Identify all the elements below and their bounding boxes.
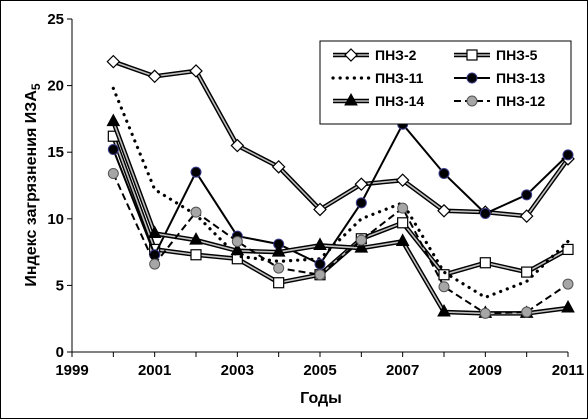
data-point xyxy=(189,232,203,245)
data-point xyxy=(438,168,450,180)
series-line-outer xyxy=(111,135,570,285)
data-point xyxy=(149,258,161,270)
series-ПНЗ-2 xyxy=(106,54,575,223)
data-point xyxy=(561,299,575,313)
data-point xyxy=(354,240,369,253)
legend-entry: ПНЗ-12 xyxy=(454,93,545,109)
series-line-inner xyxy=(112,135,569,284)
data-point xyxy=(147,225,162,238)
data-point xyxy=(230,242,245,256)
x-tick-label: 1999 xyxy=(55,362,88,379)
legend-label: ПНЗ-11 xyxy=(375,70,424,86)
data-point xyxy=(397,202,409,214)
legend-marker xyxy=(466,49,478,61)
data-point xyxy=(355,234,367,246)
series-ПНЗ-11 xyxy=(111,86,570,300)
y-tick-label: 15 xyxy=(47,144,64,161)
y-tick-label: 5 xyxy=(56,277,64,294)
legend-entry: ПНЗ-5 xyxy=(454,47,538,63)
series-ПНЗ-12 xyxy=(107,168,574,319)
legend-entry: ПНЗ-11 xyxy=(331,70,424,86)
legend-marker xyxy=(466,72,478,84)
legend-marker xyxy=(344,92,358,106)
data-point xyxy=(189,64,203,78)
x-tick-label: 2003 xyxy=(221,362,254,379)
data-point xyxy=(438,281,450,293)
data-point xyxy=(231,235,243,247)
data-point xyxy=(314,258,326,270)
data-point xyxy=(313,202,327,217)
data-point xyxy=(521,306,533,318)
data-point xyxy=(395,233,410,246)
y-axis-title-main: Индекс загрязнения ИЗА xyxy=(23,90,40,287)
data-point xyxy=(479,307,491,319)
legend-label: ПНЗ-5 xyxy=(496,47,538,63)
data-point xyxy=(479,207,491,219)
y-axis-title: Индекс загрязнения ИЗА5 xyxy=(23,83,43,286)
x-axis-title: Годы xyxy=(300,390,342,407)
x-tick-label: 2009 xyxy=(469,362,502,379)
x-tick-label: 2007 xyxy=(386,362,419,379)
series-line xyxy=(112,173,569,315)
data-point xyxy=(521,189,533,201)
series-line xyxy=(111,86,570,300)
axes xyxy=(67,18,569,357)
y-axis-title-subscript: 5 xyxy=(29,83,43,90)
data-point xyxy=(107,168,119,180)
data-point xyxy=(190,249,202,261)
series-line-inner xyxy=(112,121,569,315)
data-point xyxy=(107,144,119,156)
legend-marker xyxy=(466,95,478,107)
data-point xyxy=(562,243,574,256)
series-line-outer xyxy=(111,120,569,316)
data-point xyxy=(273,277,285,289)
y-tick-label: 10 xyxy=(47,211,64,228)
series-layer xyxy=(106,54,575,319)
y-tick-label: 20 xyxy=(47,78,64,95)
legend-label: ПНЗ-13 xyxy=(496,70,545,86)
legend-marker xyxy=(344,48,358,62)
legend-entry: ПНЗ-2 xyxy=(333,47,417,63)
data-point xyxy=(521,266,533,278)
series-line xyxy=(112,122,569,266)
legend: ПНЗ-2 ПНЗ-5 ПНЗ-11 ПНЗ-13 ПНЗ-14 ПНЗ-12 xyxy=(319,40,572,125)
data-point xyxy=(562,278,574,290)
data-point xyxy=(190,166,202,178)
data-point xyxy=(313,237,327,250)
x-tick-label: 2005 xyxy=(303,362,336,379)
y-tick-label: 0 xyxy=(56,344,64,361)
legend-label: ПНЗ-2 xyxy=(375,47,417,63)
legend-label: ПНЗ-14 xyxy=(375,93,424,109)
legend-entry: ПНЗ-14 xyxy=(333,92,424,109)
data-point xyxy=(190,206,202,218)
y-tick-label: 25 xyxy=(47,11,64,28)
legend-entry: ПНЗ-13 xyxy=(454,70,545,86)
data-point xyxy=(273,262,285,274)
x-tick-label: 2011 xyxy=(552,362,585,379)
data-point xyxy=(230,138,245,153)
data-point xyxy=(438,269,450,281)
data-point xyxy=(437,303,451,317)
data-point xyxy=(314,269,326,281)
data-point xyxy=(437,203,451,218)
data-point xyxy=(479,257,491,269)
data-point xyxy=(271,244,286,257)
data-point xyxy=(519,209,534,223)
data-point xyxy=(355,197,367,209)
series-line-inner xyxy=(113,60,569,217)
data-point xyxy=(106,54,121,69)
data-point xyxy=(106,113,121,127)
data-point xyxy=(395,173,410,188)
x-tick-label: 2001 xyxy=(138,362,171,379)
data-point xyxy=(397,217,409,229)
data-point xyxy=(562,149,574,161)
data-point xyxy=(147,69,162,84)
tick-labels: 0 5 10 15 20 25 1999 2001 2003 2005 2007 2009 2011 xyxy=(47,11,584,379)
legend-label: ПНЗ-12 xyxy=(496,93,545,109)
data-point xyxy=(271,160,286,174)
data-point xyxy=(354,177,369,192)
